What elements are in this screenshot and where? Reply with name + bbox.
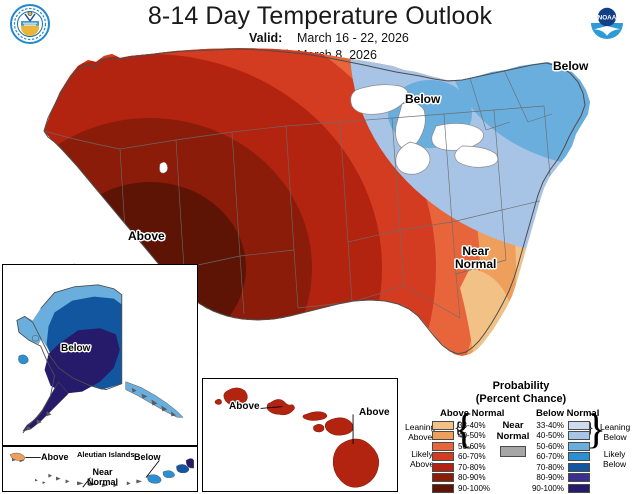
- legend-range-label: 70-80%: [536, 462, 564, 472]
- legend-swatch: [568, 483, 590, 493]
- valid-label: Valid:: [249, 31, 283, 45]
- legend-row: 80-90%: [528, 473, 590, 483]
- map-label-below-newengland: Below: [553, 59, 589, 73]
- legend-row: 60-70%: [528, 452, 590, 462]
- legend-swatch: [432, 462, 454, 472]
- legend-row: 40-50%: [528, 431, 590, 441]
- svg-text:NOAA: NOAA: [598, 15, 617, 22]
- legend-swatch: [568, 441, 590, 451]
- legend-range-label: 40-50%: [458, 431, 486, 440]
- map-label-below-greatlakes: Below: [405, 92, 441, 106]
- legend-above-normal-column: 33-40% 40-50% 50-60% 60-70% 70-80% 80-90% 90-1…: [432, 420, 490, 494]
- legend-leaning-above-bracket-label: Leaning Above: [405, 422, 436, 442]
- alaska-inset: Below: [2, 264, 198, 446]
- legend-range-label: 60-70%: [536, 452, 564, 461]
- legend-below-normal-column: 33-40% 40-50% 50-60% 60-70% 70-80% 80-90% 90-1…: [528, 420, 590, 494]
- legend-row: 33-40%: [528, 420, 590, 430]
- legend-range-label: 60-70%: [458, 452, 486, 461]
- aleutian-islands-inset: Aleutian Islands Above Near Normal Below: [2, 446, 198, 492]
- legend-near-normal-group: Near Normal: [490, 420, 536, 457]
- legend-range-label: 40-50%: [536, 431, 564, 440]
- legend-row: 80-90%: [432, 473, 490, 483]
- aleutian-near-normal-label: Near Normal: [87, 467, 119, 487]
- legend-swatch: [432, 473, 454, 482]
- legend-brace-leaning-above: {: [454, 418, 463, 437]
- legend-swatch: [432, 441, 454, 451]
- legend-likely-above-bracket-label: Likely Above: [410, 449, 435, 469]
- legend-title-line2: (Percent Chance): [475, 393, 567, 405]
- valid-value: March 16 - 22, 2026: [297, 31, 409, 45]
- legend-swatch: [568, 452, 590, 461]
- legend-row: 90-100%: [432, 483, 490, 493]
- noaa-seagull-logo: NOAA: [585, 2, 629, 46]
- nws-seal-logo: [8, 2, 52, 46]
- legend-above-normal-header: Above Normal: [440, 408, 505, 419]
- legend-swatch: [432, 431, 454, 440]
- legend-row: 90-100%: [528, 483, 590, 493]
- legend-below-normal-header: Below Normal: [536, 408, 600, 419]
- hawaii-above-label-left: Above: [229, 401, 260, 412]
- legend-row: 60-70%: [432, 452, 490, 462]
- legend-range-label: 80-90%: [536, 473, 564, 482]
- page-title: 8-14 Day Temperature Outlook: [147, 2, 493, 30]
- hawaii-inset: Above Above: [202, 378, 398, 492]
- hawaii-above-label-right: Above: [359, 407, 390, 418]
- legend-swatch: [432, 483, 454, 493]
- legend-row: 70-80%: [528, 462, 590, 472]
- aleutian-below-label: Below: [134, 452, 161, 462]
- legend-title-line1: Probability: [492, 380, 550, 392]
- legend-near-normal-label: Near Normal: [496, 420, 530, 442]
- map-label-above-west: Above: [128, 229, 165, 243]
- legend-swatch: [568, 462, 590, 472]
- legend-range-label: 33-40%: [458, 420, 486, 430]
- legend-swatch: [568, 473, 590, 482]
- legend-range-label: 33-40%: [536, 420, 564, 430]
- probability-legend: Probability (Percent Chance) Above Norma…: [404, 380, 638, 494]
- alaska-below-label: Below: [61, 343, 91, 354]
- legend-range-label: 70-80%: [458, 462, 486, 472]
- aleutian-above-label: Above: [41, 452, 69, 462]
- legend-near-normal-swatch: [500, 446, 526, 457]
- legend-row: 50-60%: [432, 441, 490, 451]
- aleutian-title: Aleutian Islands: [77, 450, 135, 459]
- legend-row: 70-80%: [432, 462, 490, 472]
- legend-swatch: [432, 452, 454, 461]
- legend-row: 40-50%: [432, 431, 490, 441]
- legend-range-label: 50-60%: [536, 441, 564, 451]
- map-label-near-normal-southeast: Near Normal: [455, 244, 497, 271]
- legend-swatch: [432, 420, 454, 430]
- legend-swatch: [568, 420, 590, 430]
- legend-leaning-below-bracket-label: Leaning Below: [600, 422, 631, 442]
- legend-swatch: [568, 431, 590, 440]
- legend-range-label: 80-90%: [458, 473, 486, 482]
- legend-range-label: 90-100%: [531, 483, 564, 493]
- legend-likely-below-bracket-label: Likely Below: [603, 449, 627, 469]
- legend-range-label: 50-60%: [458, 441, 486, 451]
- legend-row: 33-40%: [432, 420, 490, 430]
- legend-range-label: 90-100%: [458, 483, 491, 493]
- legend-row: 50-60%: [528, 441, 590, 451]
- valid-period-line: Valid: March 16 - 22, 2026: [0, 31, 640, 45]
